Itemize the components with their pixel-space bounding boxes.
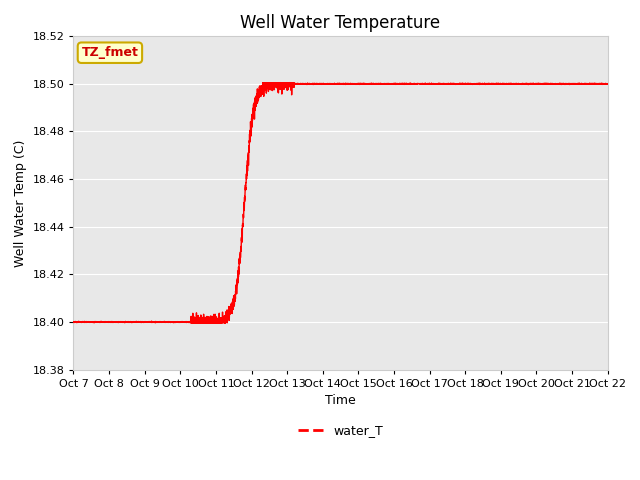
Title: Well Water Temperature: Well Water Temperature — [241, 14, 440, 32]
Legend: water_T: water_T — [293, 419, 388, 442]
Y-axis label: Well Water Temp (C): Well Water Temp (C) — [14, 139, 27, 266]
X-axis label: Time: Time — [325, 394, 356, 407]
Text: TZ_fmet: TZ_fmet — [81, 46, 138, 59]
